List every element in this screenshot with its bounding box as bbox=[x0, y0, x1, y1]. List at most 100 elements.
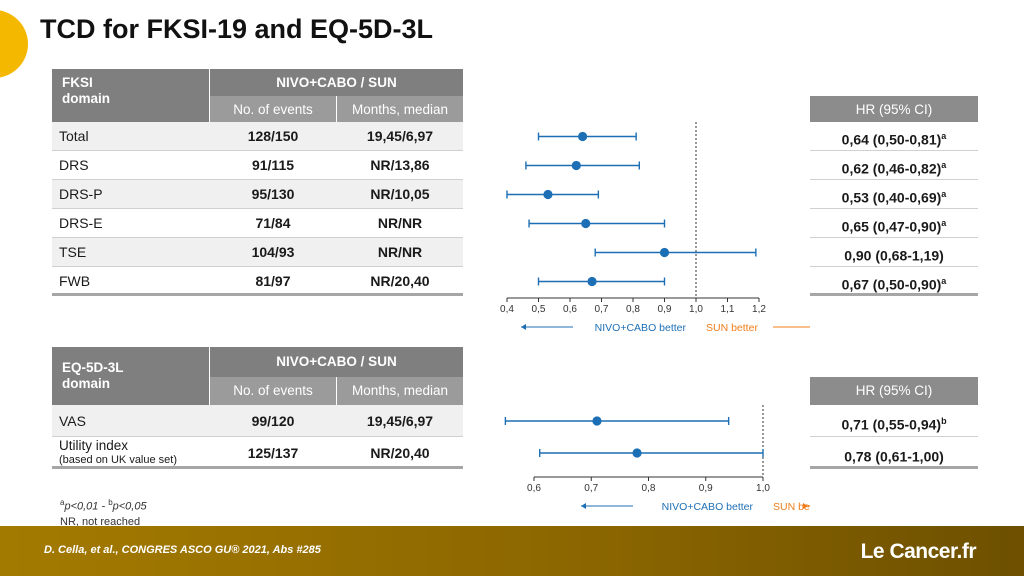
hr-sup: a bbox=[941, 131, 947, 141]
hr-point bbox=[578, 131, 588, 142]
events-cell: 128/150 bbox=[247, 128, 299, 144]
x-tick-label: 0,6 bbox=[563, 304, 577, 315]
row-label: DRS bbox=[59, 157, 89, 173]
table-row bbox=[52, 437, 463, 469]
fksi-months-header: Months, median bbox=[337, 96, 463, 122]
nivo-arrow-head bbox=[581, 503, 586, 509]
ci-mark bbox=[537, 131, 637, 142]
footnote-b-text: p<0,05 bbox=[112, 500, 147, 513]
events-cell: 99/120 bbox=[251, 413, 295, 429]
events-cell: 91/115 bbox=[251, 157, 295, 173]
hr-cell: 0,65 (0,47-0,90)a bbox=[810, 209, 978, 238]
hr-value: 0,78 (0,61-1,00) bbox=[844, 448, 944, 465]
months-cell: 19,45/6,97 bbox=[366, 128, 434, 144]
row-label: Total bbox=[59, 128, 89, 144]
table-row bbox=[52, 267, 463, 296]
table-row bbox=[52, 180, 463, 209]
ci-mark bbox=[594, 247, 757, 258]
lecancer-logo: Le Cancer.fr bbox=[860, 540, 977, 563]
x-tick-label: 1,0 bbox=[689, 304, 703, 315]
months-cell: NR/NR bbox=[377, 215, 423, 231]
table-row bbox=[52, 209, 463, 238]
hr-row-band bbox=[810, 267, 978, 296]
months-cell: NR/13,86 bbox=[370, 157, 430, 173]
events-cell: 104/93 bbox=[251, 244, 295, 260]
ci-mark bbox=[506, 189, 600, 200]
eq-months-header: Months, median bbox=[337, 377, 463, 405]
hr-cell: 0,71 (0,55-0,94)b bbox=[810, 405, 978, 437]
months-cell: NR/NR bbox=[377, 244, 423, 260]
events-cell: 125/137 bbox=[247, 445, 299, 461]
hr-value: 0,53 (0,40-0,69) bbox=[841, 189, 942, 206]
x-tick-label: 0,9 bbox=[699, 483, 713, 494]
eq-domain-header: EQ-5D-3L domain bbox=[52, 347, 209, 405]
hr-sup: a bbox=[941, 160, 947, 170]
events-cell: 95/130 bbox=[251, 186, 295, 202]
hr-point bbox=[632, 448, 642, 458]
x-tick-label: 0,6 bbox=[527, 483, 541, 494]
x-tick-label: 0,8 bbox=[642, 483, 656, 494]
fksi-forest-plot: 0,4 0,5 0,6 0,7 0,8 0,9 1,0 1,1 1,2 NIVO+CABO bet… bbox=[500, 122, 810, 334]
x-tick-label: 1,1 bbox=[721, 304, 735, 315]
ci-mark bbox=[528, 218, 666, 229]
footer-reference: D. Cella, et al., CONGRES ASCO GU® 2021,… bbox=[44, 544, 321, 556]
page-title: TCD for FKSI-19 and EQ-5D-3L bbox=[40, 14, 434, 44]
eq-hr-header: HR (95% CI) bbox=[810, 377, 978, 405]
ci-mark bbox=[539, 448, 764, 458]
footnote-a-text: p<0,01 - bbox=[64, 500, 109, 513]
ci-mark bbox=[504, 416, 730, 426]
row-label-sub: (based on UK value set) bbox=[59, 454, 178, 466]
hr-point bbox=[581, 218, 591, 229]
hr-point bbox=[587, 276, 597, 287]
hr-value: 0,65 (0,47-0,90) bbox=[841, 218, 942, 235]
hr-value: 0,64 (0,50-0,81) bbox=[841, 131, 942, 148]
fksi-domain-header: FKSI domain bbox=[52, 69, 209, 122]
row-label: DRS-P bbox=[59, 186, 103, 202]
table-row bbox=[52, 122, 463, 151]
hr-row-band bbox=[810, 238, 978, 267]
footnote-sup-b: b bbox=[108, 498, 113, 507]
table-row bbox=[52, 238, 463, 267]
row-label: VAS bbox=[59, 413, 86, 429]
events-cell: 71/84 bbox=[255, 215, 291, 231]
hr-row-band bbox=[810, 437, 978, 469]
nivo-arrow-head bbox=[521, 324, 526, 330]
yellow-accent-circle bbox=[0, 10, 28, 78]
hr-point bbox=[592, 416, 602, 426]
footnote-sup-a: a bbox=[60, 498, 65, 507]
nivo-better-label: NIVO+CABO better bbox=[595, 322, 687, 334]
hr-cell: 0,53 (0,40-0,69)a bbox=[810, 180, 978, 209]
hr-point bbox=[571, 160, 581, 171]
fksi-group-header: NIVO+CABO / SUN bbox=[210, 69, 463, 96]
eq-group-header: NIVO+CABO / SUN bbox=[210, 347, 463, 377]
fksi-hr-header: HR (95% CI) bbox=[810, 96, 978, 122]
ci-mark bbox=[537, 276, 666, 287]
x-tick-label: 1,2 bbox=[752, 304, 766, 315]
months-cell: NR/20,40 bbox=[370, 273, 430, 289]
x-tick-label: 0,8 bbox=[626, 304, 640, 315]
months-cell: 19,45/6,97 bbox=[366, 413, 434, 429]
footnotes: ap<0,01 - bp<0,05 NR, not reached bbox=[60, 495, 147, 530]
hr-value: 0,90 (0,68-1,19) bbox=[844, 247, 944, 264]
events-cell: 81/97 bbox=[255, 273, 291, 289]
fksi-events-header: No. of events bbox=[210, 96, 336, 122]
ci-mark bbox=[525, 160, 641, 171]
hr-sup: a bbox=[941, 189, 947, 199]
hr-row-band bbox=[810, 209, 978, 238]
eq-events-header: No. of events bbox=[210, 377, 336, 405]
row-label: TSE bbox=[59, 244, 87, 260]
hr-point bbox=[659, 247, 670, 258]
months-cell: NR/10,05 bbox=[370, 186, 430, 202]
hr-cell: 0,78 (0,61-1,00) bbox=[810, 437, 978, 469]
fksi-domain-label-2: domain bbox=[62, 91, 111, 106]
sun-arrow-head bbox=[803, 503, 808, 509]
x-tick-label: 0,4 bbox=[500, 304, 514, 315]
nivo-better-label: NIVO+CABO better bbox=[662, 501, 754, 513]
eq-domain-label-1: EQ-5D-3L bbox=[62, 360, 124, 375]
footnote-nr: NR, not reached bbox=[60, 515, 141, 528]
row-label: Utility index bbox=[59, 438, 129, 453]
row-label: FWB bbox=[59, 273, 91, 289]
hr-row-band bbox=[810, 180, 978, 209]
footer-bar bbox=[0, 526, 1024, 576]
